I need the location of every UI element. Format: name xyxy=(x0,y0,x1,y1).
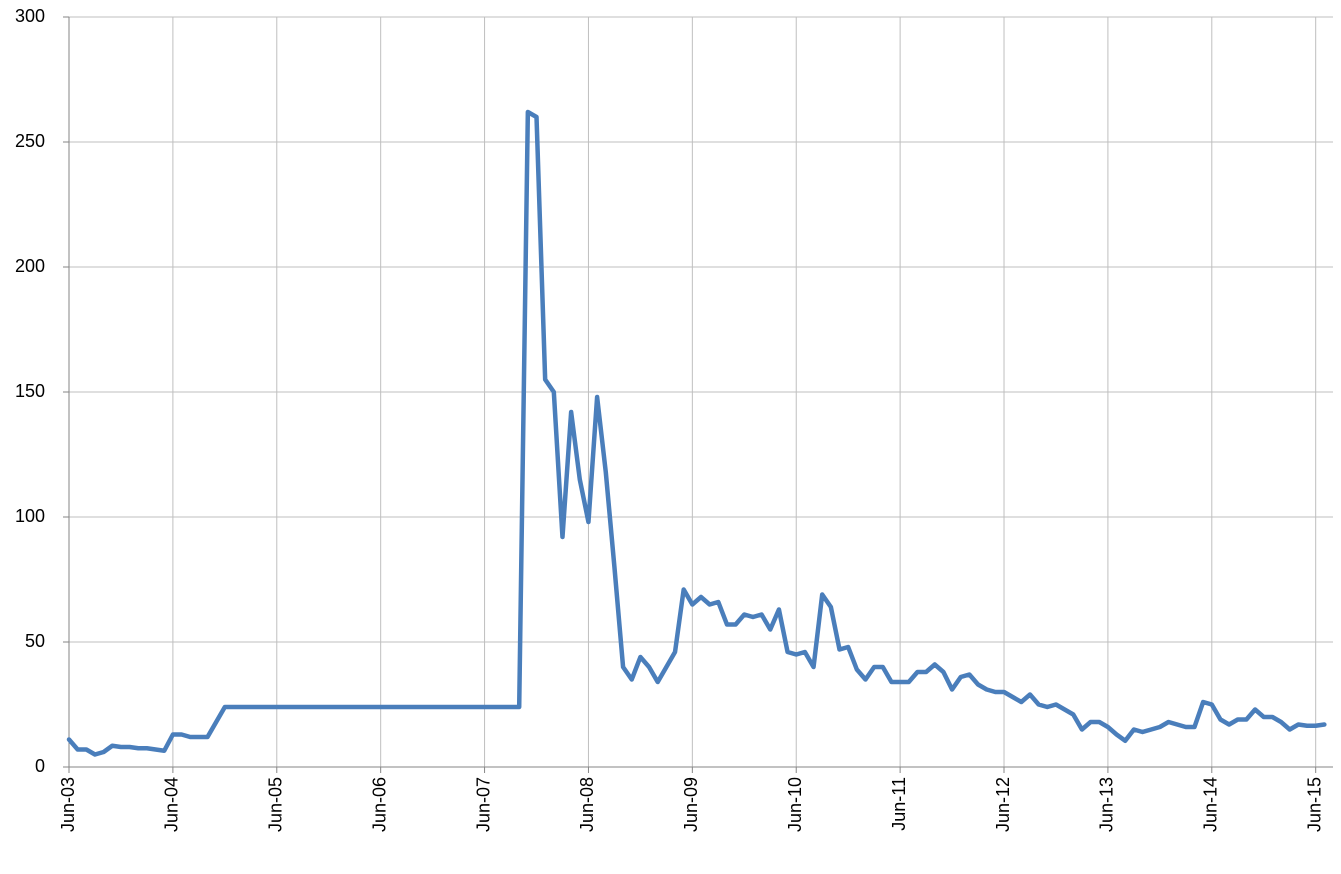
y-tick-label: 200 xyxy=(15,256,45,276)
x-tick-label: Jun-09 xyxy=(681,777,701,832)
x-tick-label: Jun-11 xyxy=(889,777,909,831)
x-tick-label: Jun-08 xyxy=(577,777,597,832)
x-tick-label: Jun-05 xyxy=(266,777,286,832)
x-tick-label: Jun-07 xyxy=(473,777,493,832)
y-tick-label: 250 xyxy=(15,131,45,151)
y-tick-label: 150 xyxy=(15,381,45,401)
x-tick-label: Jun-14 xyxy=(1201,777,1221,832)
x-tick-label: Jun-04 xyxy=(162,777,182,832)
y-tick-label: 300 xyxy=(15,6,45,26)
x-tick-label: Jun-15 xyxy=(1304,777,1324,832)
data-line xyxy=(66,109,1327,757)
x-tick-label: Jun-03 xyxy=(58,777,78,832)
y-tick-label: 0 xyxy=(35,756,45,776)
x-tick-label: Jun-12 xyxy=(993,777,1013,832)
y-tick-label: 50 xyxy=(25,631,45,651)
x-tick-label: Jun-13 xyxy=(1097,777,1117,832)
x-tick-label: Jun-06 xyxy=(369,777,389,832)
x-tick-label: Jun-10 xyxy=(785,777,805,832)
y-tick-label: 100 xyxy=(15,506,45,526)
